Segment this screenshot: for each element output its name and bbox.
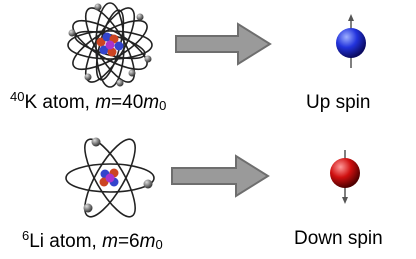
down-spin-particle	[330, 150, 360, 204]
li-atom-label: 6Li atom, m=6m0	[22, 228, 163, 252]
k-atom-label: 40K atom, m=40m0	[10, 89, 166, 113]
up-spin-particle	[336, 14, 366, 68]
k-atom	[67, 2, 154, 89]
li-atom	[66, 133, 154, 223]
arrow	[172, 156, 268, 196]
arrow	[176, 24, 270, 64]
down-spin-label: Down spin	[294, 228, 383, 249]
diagram: 40K atom, m=40m0 Up spin 6Li atom, m=6m0…	[0, 0, 416, 259]
up-spin-label: Up spin	[306, 92, 370, 113]
